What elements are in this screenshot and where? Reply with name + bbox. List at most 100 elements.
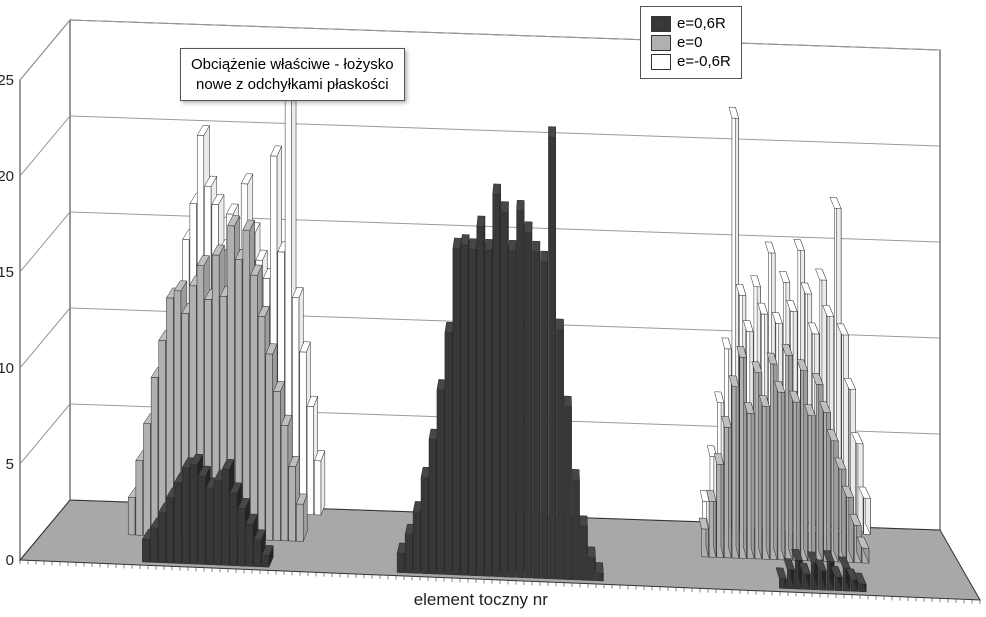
bar-side <box>789 344 793 560</box>
bar-front <box>307 406 314 515</box>
legend-row: e=-0,6R <box>651 53 731 70</box>
bar-front <box>572 480 579 580</box>
y-tick-label: 10 <box>0 360 14 377</box>
bar-top <box>437 379 446 390</box>
bar-side <box>781 381 785 560</box>
legend-row: e=0 <box>651 34 731 51</box>
bar-side <box>321 451 325 515</box>
bar-side <box>811 405 815 561</box>
bar-front <box>266 354 273 541</box>
bar-front <box>477 226 484 576</box>
bar-front <box>254 540 261 567</box>
bar-front <box>144 424 151 536</box>
bar-side <box>728 417 731 558</box>
bar-top <box>445 322 454 333</box>
bar-top <box>525 222 532 233</box>
bar-top <box>572 469 579 480</box>
annotation-box: Obciążenie właściwe - łożysko nowe z odc… <box>180 48 405 101</box>
annotation-line-2: nowe z odchyłkami płaskości <box>196 76 389 93</box>
bar-front <box>128 497 135 535</box>
bar-front <box>580 526 587 580</box>
legend-swatch <box>651 35 671 51</box>
bar-front <box>509 251 516 578</box>
bar-front <box>517 211 524 578</box>
legend: e=0,6R e=0 e=-0,6R <box>640 6 742 79</box>
bar-front <box>230 493 237 566</box>
bar-top <box>564 396 571 407</box>
bar-front <box>206 488 213 565</box>
bar-front <box>251 275 258 540</box>
bar-front <box>258 316 265 540</box>
bar-front <box>405 534 412 573</box>
bar-front <box>461 245 468 576</box>
chart-container: 0510152025pw [MPa]element toczny nr Obci… <box>0 0 986 617</box>
bar-front <box>150 528 157 563</box>
bar-top <box>580 516 588 527</box>
bar-front <box>158 513 165 563</box>
y-tick-label: 15 <box>0 264 14 281</box>
bar-side <box>751 403 754 559</box>
bar-side <box>858 433 863 534</box>
bar-top <box>453 238 462 249</box>
bar-front <box>548 137 555 579</box>
bar-side <box>796 391 800 560</box>
bar-front <box>314 461 321 515</box>
bar-top <box>596 562 604 573</box>
x-axis-label: element toczny nr <box>414 590 549 609</box>
bar-front <box>421 477 428 573</box>
bar-front <box>243 230 250 539</box>
bar-front <box>525 232 532 578</box>
bar-side <box>759 362 762 559</box>
legend-swatch <box>651 54 671 70</box>
legend-label: e=0,6R <box>677 15 726 32</box>
bar-top <box>477 216 485 227</box>
bar-front <box>238 508 245 566</box>
bar-front <box>501 212 508 577</box>
bar-top <box>509 240 517 251</box>
bar-top <box>461 234 469 245</box>
bar-front <box>445 333 452 575</box>
chart-svg: 0510152025pw [MPa]element toczny nr <box>0 0 986 617</box>
chart-side-wall <box>20 20 70 560</box>
bar-top <box>485 239 493 250</box>
bar-top <box>501 201 509 212</box>
bar-front <box>453 248 460 575</box>
bar-front <box>532 252 539 579</box>
bar-front <box>151 377 158 536</box>
bar-front <box>556 329 563 579</box>
bar-front <box>397 553 404 572</box>
legend-swatch <box>651 16 671 32</box>
bar-front <box>214 480 221 565</box>
bar-front <box>540 262 547 579</box>
bar-front <box>182 468 189 564</box>
bar-front <box>429 439 436 574</box>
bar-front <box>296 504 303 542</box>
bar-front <box>222 469 229 565</box>
bar-front <box>437 390 444 575</box>
bar-front <box>493 194 500 576</box>
bar-top <box>548 127 555 138</box>
bar-front <box>281 425 288 541</box>
bar-front <box>166 498 173 564</box>
bar-front <box>136 461 143 536</box>
legend-label: e=-0,6R <box>677 53 731 70</box>
bar-top <box>540 251 547 262</box>
bar-front <box>413 512 420 574</box>
bar-side <box>766 396 769 560</box>
bar-front <box>564 407 571 580</box>
bar-top <box>469 239 477 250</box>
bar-front <box>485 250 492 577</box>
bar-top <box>493 184 501 195</box>
annotation-line-1: Obciążenie właściwe - łożysko <box>191 56 394 73</box>
bar-side <box>516 240 517 577</box>
bar-front <box>246 524 253 567</box>
bar-front <box>588 557 595 580</box>
bar-front <box>469 249 476 576</box>
y-tick-label: 25 <box>0 72 14 89</box>
bar-side <box>841 458 846 562</box>
legend-row: e=0,6R <box>651 15 731 32</box>
bar-front <box>190 464 197 564</box>
bar-front <box>596 573 603 581</box>
bar-front <box>262 555 269 567</box>
bar-side <box>721 454 724 558</box>
